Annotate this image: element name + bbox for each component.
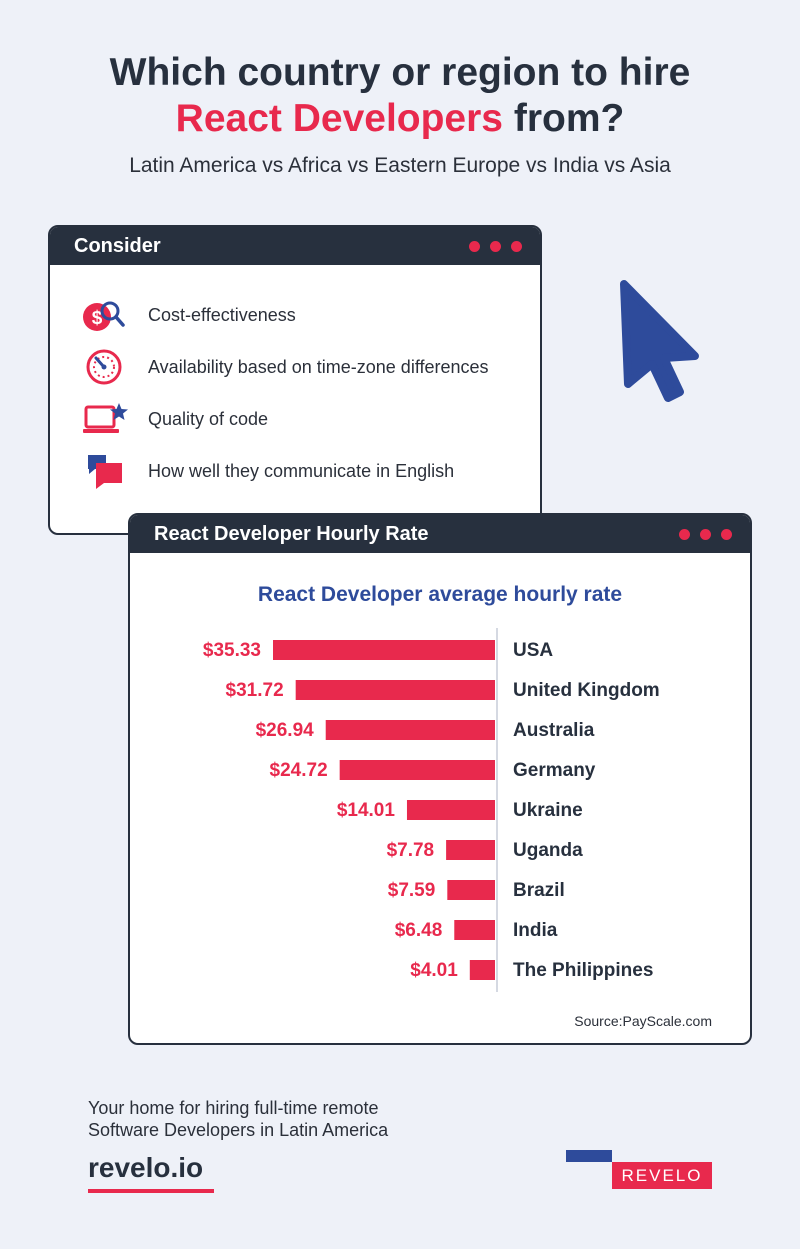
consider-item-quality: Quality of code	[82, 399, 268, 439]
bar-value-label: $24.72	[270, 760, 328, 781]
svg-text:$: $	[92, 308, 103, 329]
title-rest: from?	[503, 97, 625, 140]
bar-united-kingdom	[295, 680, 495, 700]
window-dot	[679, 529, 690, 540]
footer-brand-link[interactable]: revelo.io	[88, 1152, 204, 1183]
rates-window-header: React Developer Hourly Rate	[130, 515, 750, 553]
cursor-arrow-icon	[620, 280, 699, 402]
footer-tagline-line-2: Software Developers in Latin America	[88, 1120, 389, 1140]
category-label: Australia	[513, 720, 595, 741]
bar-value-label: $4.01	[410, 960, 458, 981]
bar-value-label: $7.78	[387, 840, 435, 861]
consider-item-communication: How well they communicate in English	[82, 451, 454, 491]
window-dot	[700, 529, 711, 540]
category-label: Germany	[513, 760, 596, 781]
bar-brazil	[447, 880, 495, 900]
consider-window: Consider $ Cost-effectiveness Availabili…	[48, 225, 542, 535]
consider-item-cost: $ Cost-effectiveness	[82, 295, 296, 335]
bar-value-label: $7.59	[388, 880, 436, 901]
chart-source: Source:PayScale.com	[574, 1013, 712, 1029]
chat-bubbles-icon	[88, 455, 122, 489]
category-label: Uganda	[513, 840, 583, 861]
dollar-search-icon: $	[83, 301, 125, 331]
title-accent: React Developers	[175, 97, 503, 140]
rates-window: React Developer Hourly Rate React Develo…	[128, 513, 752, 1045]
title-line-1: Which country or region to hire	[109, 51, 691, 94]
bar-the-philippines	[469, 960, 495, 980]
bar-india	[454, 920, 495, 940]
bar-ukraine	[406, 800, 495, 820]
bar-uganda	[446, 840, 495, 860]
laptop-star-icon	[83, 403, 128, 433]
category-label: India	[513, 920, 558, 941]
category-label: USA	[513, 640, 553, 661]
consider-item-label: Cost-effectiveness	[148, 304, 296, 325]
clock-icon	[86, 349, 122, 385]
window-dot	[721, 529, 732, 540]
window-dot	[490, 241, 501, 252]
chart-title: React Developer average hourly rate	[257, 583, 623, 606]
category-label: Ukraine	[513, 800, 583, 821]
category-label: Brazil	[513, 880, 565, 901]
bar-value-label: $14.01	[337, 800, 396, 821]
footer-tagline-line-1: Your home for hiring full-time remote	[88, 1098, 379, 1118]
page-subtitle: Latin America vs Africa vs Eastern Europ…	[129, 154, 671, 177]
consider-item-availability: Availability based on time-zone differen…	[82, 347, 489, 387]
bar-value-label: $31.72	[226, 680, 284, 701]
footer-brand-underline	[88, 1189, 214, 1193]
bar-value-label: $35.33	[203, 640, 261, 661]
category-label: United Kingdom	[513, 680, 660, 701]
consider-window-title: Consider	[74, 235, 161, 257]
consider-item-label: Availability based on time-zone differen…	[148, 356, 489, 377]
hourly-rate-bar-chart: $35.33 USA $31.72 United Kingdom $26.94 Austr…	[203, 628, 660, 992]
window-dot	[511, 241, 522, 252]
page-title: Which country or region to hire React De…	[0, 50, 800, 142]
footer-tagline: Your home for hiring full-time remote So…	[88, 1097, 388, 1141]
bar-value-label: $26.94	[256, 720, 315, 741]
bar-usa	[273, 640, 495, 660]
bar-germany	[339, 760, 495, 780]
title-line-2: React Developers from?	[0, 96, 800, 142]
consider-window-header: Consider	[50, 227, 540, 265]
bar-australia	[325, 720, 495, 740]
revelo-logo-bar	[566, 1150, 612, 1162]
category-label: The Philippines	[513, 960, 653, 981]
consider-item-label: Quality of code	[148, 408, 269, 429]
window-dot	[469, 241, 480, 252]
rates-window-title: React Developer Hourly Rate	[154, 523, 429, 545]
consider-item-label: How well they communicate in English	[148, 460, 455, 481]
window-dots	[679, 529, 732, 540]
revelo-logo: REVELO	[612, 1162, 712, 1189]
window-dots	[469, 241, 522, 252]
bar-value-label: $6.48	[395, 920, 443, 941]
